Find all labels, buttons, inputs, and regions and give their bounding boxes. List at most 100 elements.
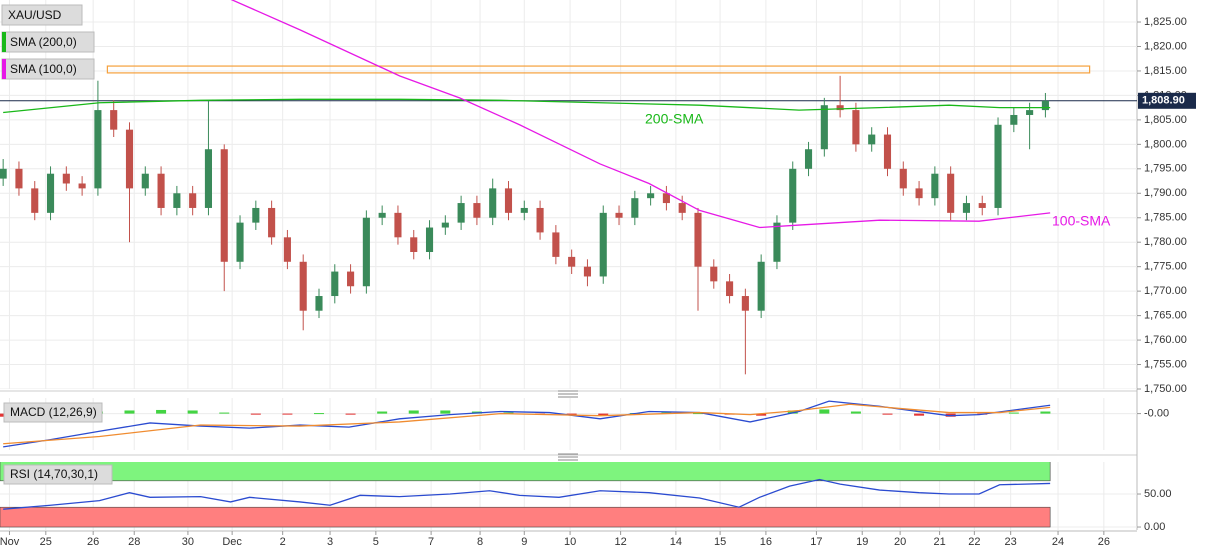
macd-histogram-bar: [377, 411, 388, 414]
panel-title: RSI (14,70,30,1): [10, 467, 98, 481]
x-tick-label: 21: [933, 536, 945, 548]
macd-histogram-bar: [598, 413, 609, 416]
y-tick-label: 1,780.00: [1144, 236, 1187, 248]
x-tick-label: 12: [614, 536, 626, 548]
candle-body: [347, 271, 355, 287]
macd-histogram-bar: [282, 413, 293, 415]
legend-box[interactable]: [1, 4, 83, 26]
candle-body: [757, 261, 765, 311]
candle-body: [726, 281, 734, 297]
candle-body: [252, 207, 260, 223]
macd-histogram-bar: [313, 413, 324, 415]
x-tick-label: 17: [810, 536, 822, 548]
macd-histogram-bar: [219, 412, 230, 414]
macd-histogram-bar: [819, 409, 830, 414]
candle-body: [0, 168, 7, 179]
candle-body: [883, 134, 892, 169]
legend-swatch: [2, 32, 6, 52]
candle-body: [852, 110, 860, 145]
candle-body: [125, 129, 134, 189]
x-tick-label: 3: [327, 536, 333, 548]
candle-body: [410, 237, 418, 252]
candle-body: [836, 105, 844, 111]
macd-histogram-bar: [345, 413, 356, 415]
candle-body: [978, 203, 986, 208]
candle-body: [599, 212, 607, 277]
candle-body: [141, 173, 149, 189]
candle-body: [741, 296, 749, 311]
x-tick-label: 8: [477, 536, 483, 548]
resize-handle[interactable]: [558, 390, 578, 398]
candle-body: [662, 193, 670, 204]
candle-body: [315, 296, 323, 311]
legend-box[interactable]: [3, 402, 103, 423]
plot-layer: 1,750.00 1,755.00 1,760.00 1,765.00 1,770.00…: [0, 0, 1196, 548]
x-tick-label: 19: [856, 536, 868, 548]
candle-body: [283, 237, 291, 262]
candle-body: [552, 232, 560, 257]
sma-line: [3, 98, 1051, 114]
x-tick-label: 22: [968, 536, 980, 548]
candle-body: [173, 193, 181, 208]
candle-body: [189, 193, 197, 208]
x-tick-label: 2: [280, 536, 286, 548]
annotation: 100-SMA: [1052, 213, 1111, 229]
candle-body: [78, 183, 86, 189]
macd-histogram-bar: [503, 412, 514, 414]
y-tick-label: 1,770.00: [1144, 285, 1187, 297]
macd-histogram-bar: [882, 413, 893, 415]
candle-body: [678, 203, 686, 213]
x-tick-label: 7: [428, 536, 434, 548]
macd-histogram-bar: [566, 413, 577, 415]
candle-body: [868, 134, 876, 145]
candle-body: [62, 173, 70, 184]
candle-body: [157, 173, 165, 208]
macd-histogram-bar: [914, 413, 925, 416]
x-tick-label: 16: [760, 536, 772, 548]
x-tick-label: 15: [714, 536, 726, 548]
x-tick-label: 26: [87, 536, 99, 548]
y-tick-label: 1,750.00: [1144, 383, 1187, 395]
y-tick-label: 1,800.00: [1144, 138, 1187, 150]
candle-body: [331, 271, 339, 297]
candle-body: [441, 222, 449, 228]
x-tick-label: 10: [564, 536, 576, 548]
candle-body: [773, 222, 781, 262]
candle-body: [694, 212, 702, 267]
x-tick-label: 5: [373, 536, 379, 548]
candle-body: [1041, 100, 1049, 111]
candle-body: [220, 149, 228, 262]
y-tick-label: 1,790.00: [1144, 187, 1187, 199]
panel: [0, 0, 1137, 389]
macd-histogram-bar: [787, 410, 798, 414]
macd-histogram-bar: [1008, 412, 1019, 414]
candle-body: [931, 173, 939, 199]
x-tick-label: Dec: [222, 536, 242, 548]
panel-title: MACD (12,26,9): [10, 405, 97, 419]
candle-body: [268, 207, 276, 238]
legend-label: XAU/USD: [8, 8, 62, 22]
candle-body: [647, 193, 655, 199]
y-tick-label: 1,760.00: [1144, 334, 1187, 346]
x-tick-label: 24: [1052, 536, 1064, 548]
macd-histogram-bar: [124, 410, 135, 414]
candle-body: [31, 188, 39, 213]
candle-body: [820, 105, 828, 150]
panel: [0, 462, 1137, 530]
candle-body: [473, 203, 481, 218]
x-tick-label: 23: [1005, 536, 1017, 548]
candle-body: [46, 173, 55, 213]
candle-body: [915, 188, 923, 199]
y-tick-label: 1,815.00: [1144, 65, 1187, 77]
candle-body: [299, 261, 307, 311]
legend-label: SMA (100,0): [10, 62, 77, 76]
candle-body: [994, 124, 1002, 208]
resistance-zone: [106, 65, 1091, 74]
candle-body: [425, 227, 434, 252]
y-tick-label: 1,805.00: [1144, 114, 1187, 126]
x-tick-label: 9: [521, 536, 527, 548]
resize-handle[interactable]: [558, 453, 578, 461]
candle-body: [362, 217, 370, 287]
y-tick-label: 0.00: [1144, 521, 1165, 533]
legend-box[interactable]: [3, 464, 113, 485]
